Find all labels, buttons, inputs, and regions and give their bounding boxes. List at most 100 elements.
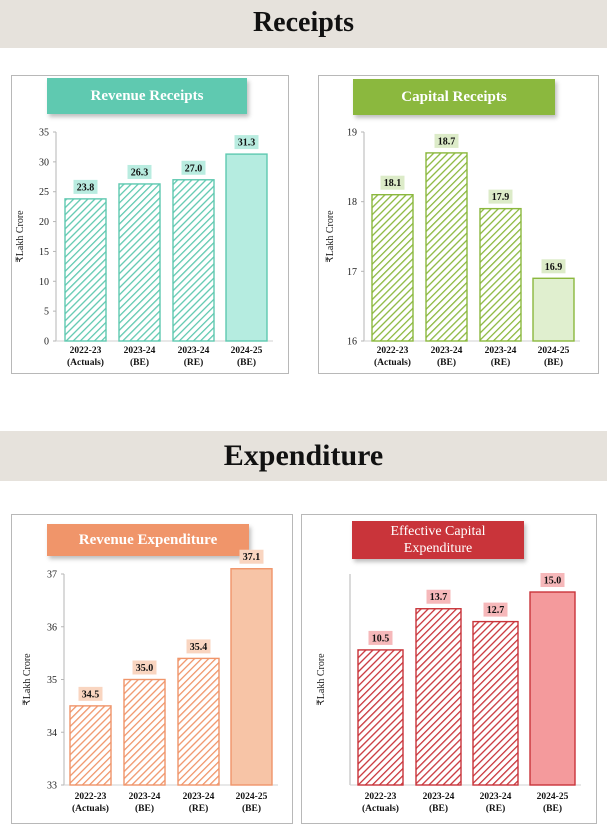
x-tick-label: 2023-24	[183, 792, 215, 802]
capital-receipts-chart: Capital Receipts 16 17 18 19 ₹Lakh Crore 18.1…	[318, 75, 599, 374]
x-tick-sublabel: (BE)	[429, 803, 448, 814]
x-tick-label: 2024-25	[236, 792, 268, 802]
data-label-bg	[73, 179, 98, 194]
data-label-bg	[127, 164, 152, 179]
data-label-bg	[234, 135, 259, 150]
x-tick-label: 2023-24	[431, 346, 463, 356]
y-tick-label: 0	[44, 337, 49, 348]
data-label-bg	[380, 175, 405, 190]
x-tick-label: 2023-24	[480, 792, 512, 802]
bar	[225, 153, 268, 342]
data-label-bg	[434, 133, 459, 148]
bar	[532, 277, 575, 342]
data-label: 26.3	[131, 167, 149, 178]
x-tick-sublabel: (RE)	[486, 803, 506, 814]
data-label: 27.0	[185, 163, 203, 174]
y-tick-label: 34	[47, 728, 57, 739]
data-label: 15.0	[544, 576, 562, 587]
y-tick-label: 33	[47, 781, 57, 792]
data-label-bg	[78, 686, 103, 701]
x-tick-label: 2022-23	[70, 346, 102, 356]
x-tick-sublabel: (Actuals)	[72, 803, 109, 814]
bar	[123, 678, 166, 786]
chart-title: Revenue Receipts	[47, 78, 247, 114]
y-tick-label: 10	[39, 277, 49, 288]
x-tick-sublabel: (Actuals)	[362, 803, 399, 814]
bar	[479, 207, 522, 342]
data-label-bg	[488, 189, 513, 204]
x-tick-sublabel: (BE)	[135, 803, 154, 814]
y-tick-label: 35	[47, 675, 57, 686]
bar	[64, 198, 107, 342]
x-tick-sublabel: (BE)	[437, 357, 456, 368]
y-tick-label: 15	[39, 247, 49, 258]
capital-receipts-plot: 16 17 18 19 ₹Lakh Crore 18.1 2022-23(Actuals) 1…	[325, 128, 580, 368]
data-label-bg	[540, 573, 565, 588]
data-label-bg	[426, 589, 451, 604]
data-label: 17.9	[492, 192, 510, 203]
y-axis-label: ₹Lakh Crore	[22, 653, 33, 706]
revenue-receipts-chart: Revenue Receipts 0 5 10 15 20 25 30 35 ₹Lakh Cro…	[11, 75, 289, 374]
x-tick-label: 2022-23	[377, 346, 409, 356]
data-label: 35.4	[190, 642, 208, 653]
x-tick-sublabel: (RE)	[189, 803, 209, 814]
y-tick-label: 19	[347, 128, 357, 139]
x-tick-sublabel: (Actuals)	[67, 357, 104, 368]
bar	[371, 193, 414, 342]
bar	[177, 657, 220, 786]
receipts-section-title: Receipts	[0, 0, 607, 48]
x-tick-label: 2023-24	[178, 346, 210, 356]
y-tick-label: 30	[39, 157, 49, 168]
data-label: 18.1	[384, 178, 402, 189]
bar	[357, 649, 404, 786]
capital-expenditure-plot: ₹Lakh Crore 10.5 2022-23(Actuals) 13.7 2023-…	[316, 573, 581, 814]
bar	[472, 620, 519, 786]
data-label: 23.8	[77, 182, 95, 193]
data-label-bg	[132, 660, 157, 675]
x-tick-label: 2024-25	[231, 346, 263, 356]
y-tick-label: 35	[39, 128, 49, 139]
x-tick-label: 2022-23	[365, 792, 397, 802]
y-axis-label: ₹Lakh Crore	[316, 653, 327, 706]
x-tick-label: 2022-23	[75, 792, 107, 802]
data-label: 16.9	[545, 262, 563, 273]
data-label-bg	[239, 549, 264, 564]
x-tick-label: 2024-25	[538, 346, 570, 356]
revenue-expenditure-chart: Revenue Expenditure 33 34 35 36 37 ₹Lakh Cror…	[11, 514, 293, 824]
x-tick-sublabel: (BE)	[242, 803, 261, 814]
data-label-bg	[186, 639, 211, 654]
x-tick-sublabel: (Actuals)	[374, 357, 411, 368]
x-tick-label: 2023-24	[423, 792, 455, 802]
x-tick-sublabel: (BE)	[130, 357, 149, 368]
y-tick-label: 20	[39, 217, 49, 228]
revenue-receipts-plot: 0 5 10 15 20 25 30 35 ₹Lakh Crore 23.8 2022-23(Act…	[15, 128, 273, 368]
data-label: 13.7	[430, 592, 448, 603]
x-tick-label: 2023-24	[129, 792, 161, 802]
y-tick-label: 25	[39, 187, 49, 198]
bar	[230, 568, 273, 786]
bar	[172, 179, 215, 342]
x-tick-sublabel: (BE)	[543, 803, 562, 814]
data-label-bg	[483, 602, 508, 617]
x-tick-label: 2024-25	[537, 792, 569, 802]
bar	[69, 705, 112, 786]
x-tick-label: 2023-24	[485, 346, 517, 356]
x-tick-sublabel: (RE)	[184, 357, 204, 368]
y-axis-label: ₹Lakh Crore	[325, 210, 336, 263]
data-label: 37.1	[243, 552, 261, 563]
data-label-bg	[368, 630, 393, 645]
x-tick-sublabel: (BE)	[544, 357, 563, 368]
bar	[415, 608, 462, 786]
capital-expenditure-chart: Effective Capital Expenditure ₹Lakh Cror…	[301, 514, 597, 824]
data-label: 12.7	[487, 605, 505, 616]
data-label: 31.3	[238, 138, 256, 149]
data-label: 10.5	[372, 633, 390, 644]
y-tick-label: 5	[44, 307, 49, 318]
data-label-bg	[541, 259, 566, 274]
data-label: 18.7	[438, 136, 456, 147]
x-tick-sublabel: (RE)	[491, 357, 511, 368]
data-label-bg	[181, 160, 206, 175]
y-tick-label: 16	[347, 337, 357, 348]
chart-title: Effective Capital Expenditure	[352, 521, 524, 559]
bar	[425, 152, 468, 342]
